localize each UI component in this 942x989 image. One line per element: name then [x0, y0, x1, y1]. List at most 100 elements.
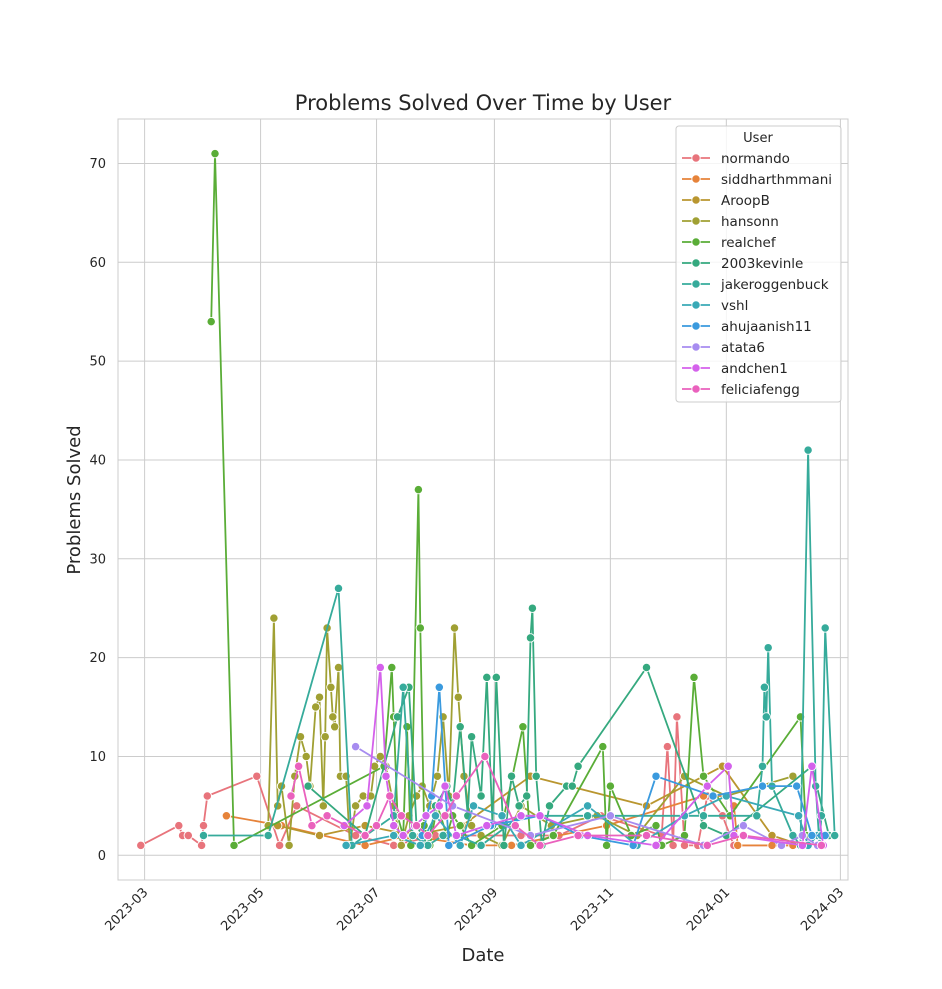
data-point [573, 761, 583, 771]
y-tick-label: 10 [89, 750, 106, 765]
data-point [451, 830, 462, 841]
legend-label: siddharthmmani [721, 172, 832, 188]
data-point [341, 840, 351, 851]
data-point [333, 583, 344, 594]
series-line [343, 666, 825, 847]
data-point [455, 820, 465, 831]
data-point [421, 811, 431, 821]
data-point [263, 830, 273, 841]
grid [118, 119, 848, 880]
y-tick-label: 40 [89, 453, 106, 468]
data-point [757, 781, 768, 791]
y-tick-label: 60 [89, 256, 106, 271]
data-point [451, 791, 462, 801]
data-point [476, 791, 486, 801]
legend-marker [691, 195, 701, 205]
data-point [136, 840, 146, 851]
data-point [516, 811, 526, 821]
data-point [415, 840, 425, 851]
data-point [350, 741, 361, 752]
data-point [567, 781, 577, 791]
legend-label: realchef [721, 235, 777, 251]
data-point [702, 840, 712, 851]
data-point [491, 672, 501, 683]
data-point [605, 781, 616, 791]
data-point [413, 484, 424, 495]
legend-marker [691, 342, 701, 352]
data-point [303, 781, 313, 791]
data-point [307, 820, 317, 831]
data-point [430, 811, 441, 821]
data-point [411, 791, 422, 801]
legend-item: vshl [682, 298, 748, 314]
y-tick-label: 50 [89, 355, 106, 370]
data-point [385, 791, 395, 801]
data-point [803, 445, 813, 455]
data-point [269, 613, 279, 623]
plot-frame [117, 118, 849, 881]
data-point [432, 771, 443, 781]
data-point [455, 722, 465, 732]
legend-marker [691, 300, 701, 310]
data-point [525, 633, 536, 643]
data-point [480, 751, 490, 762]
data-point [573, 830, 583, 841]
legend-item: 2003kevinle [682, 256, 803, 272]
series-line [203, 449, 836, 847]
data-point [444, 840, 454, 851]
data-point [301, 751, 311, 762]
data-point [396, 811, 406, 821]
data-point [757, 761, 768, 771]
data-point [820, 623, 830, 633]
data-point [252, 771, 262, 781]
data-point [651, 771, 661, 781]
series-feliciafengg [286, 751, 827, 851]
data-point [516, 840, 526, 851]
data-point [582, 811, 593, 821]
data-point [601, 840, 612, 851]
data-point [311, 702, 321, 712]
data-point [274, 840, 285, 851]
data-point [499, 840, 509, 851]
data-point [698, 820, 709, 831]
legend-marker [691, 237, 701, 247]
data-point [708, 791, 718, 801]
data-point [641, 662, 652, 673]
legend-item: ahujaanish11 [682, 319, 812, 335]
legend: User normando siddharthmmani AroopB hansonn… [675, 125, 842, 403]
legend-item: andchen1 [682, 361, 788, 377]
data-point [358, 791, 368, 801]
data-point [286, 791, 296, 801]
data-point [198, 820, 209, 831]
legend-marker [691, 363, 701, 373]
legend-marker [691, 279, 701, 289]
data-point [284, 840, 294, 851]
data-point [662, 741, 673, 752]
legend-items: normando siddharthmmani AroopB hansonn realc… [682, 151, 832, 398]
legend-label: normando [721, 151, 790, 167]
data-point [807, 761, 817, 771]
data-point [641, 830, 652, 841]
legend-label: feliciafengg [721, 382, 800, 398]
data-point [411, 820, 422, 831]
data-point [350, 801, 361, 811]
legend-marker [691, 174, 701, 184]
data-point [362, 801, 372, 811]
legend-item: AroopB [682, 193, 770, 209]
data-point [455, 840, 465, 851]
data-point [438, 830, 448, 841]
data-point [174, 820, 184, 831]
data-point [548, 830, 558, 841]
data-point [440, 781, 450, 791]
legend-box [675, 125, 842, 403]
data-point [198, 830, 209, 841]
legend-label: 2003kevinle [721, 256, 803, 272]
data-point [415, 623, 425, 633]
data-point [396, 840, 406, 851]
legend-label: andchen1 [721, 361, 788, 377]
data-point [371, 820, 382, 831]
legend-item: siddharthmmani [682, 172, 832, 188]
y-tick-label: 20 [89, 651, 106, 666]
data-point [202, 791, 212, 801]
